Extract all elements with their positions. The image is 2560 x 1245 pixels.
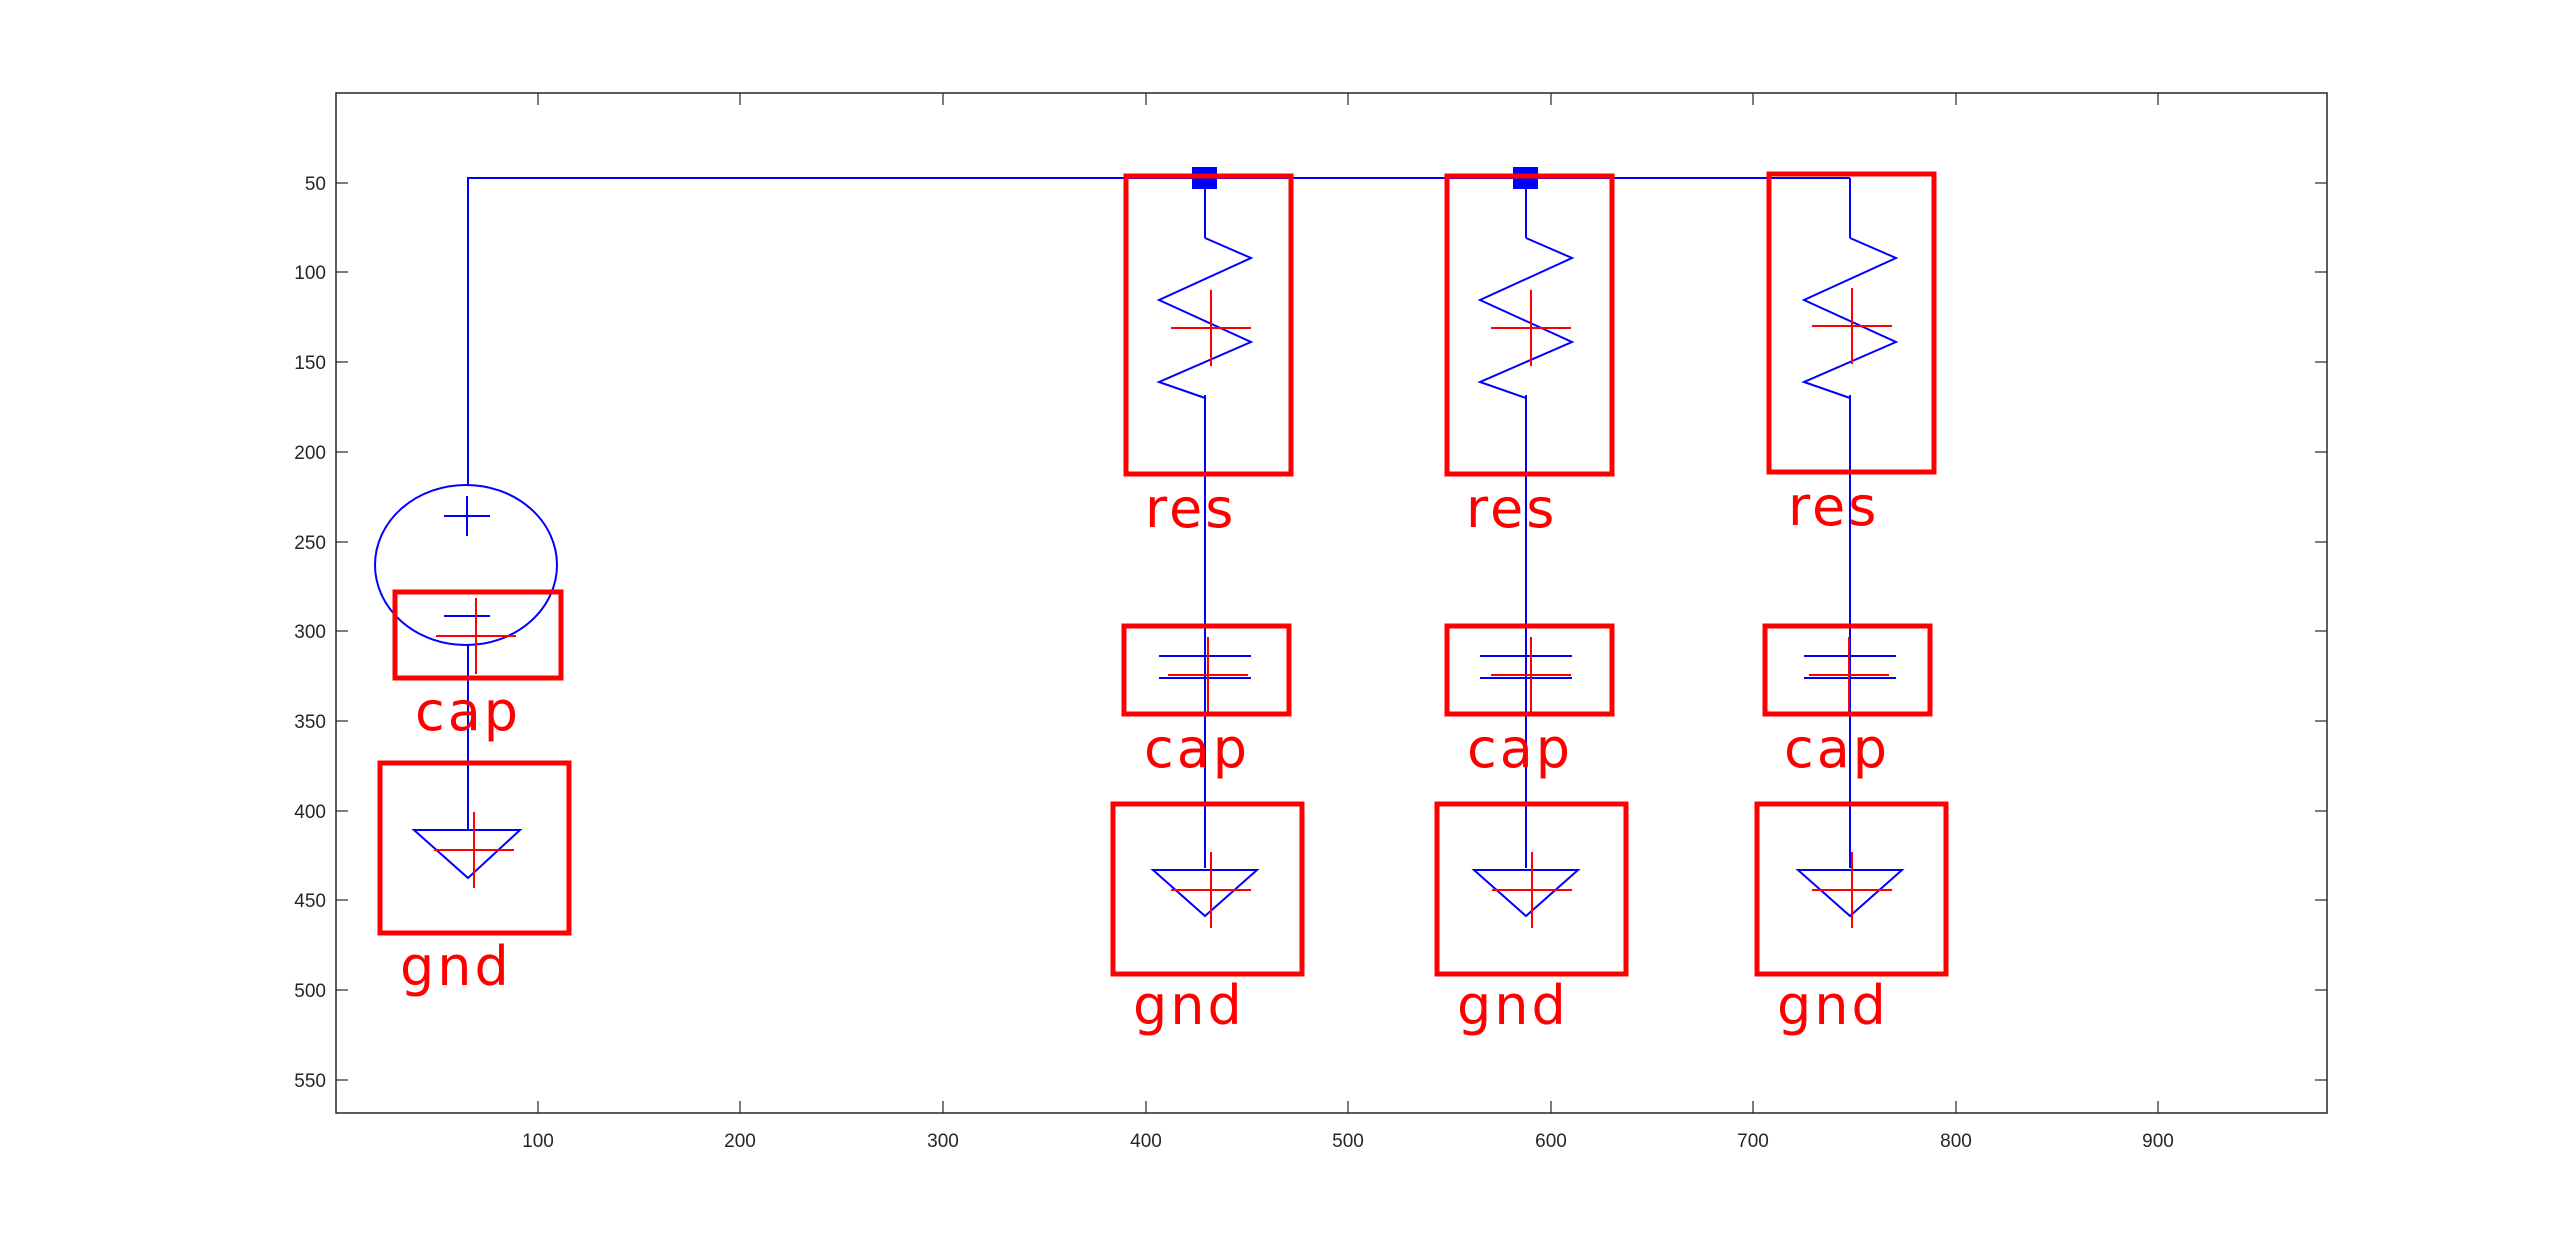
y-tick-label: 500	[294, 981, 326, 1002]
plot-frame	[335, 92, 2328, 1114]
detection-label-gnd: gnd	[1457, 974, 1569, 1037]
top-bus-wire	[467, 177, 1850, 485]
detection-label-gnd: gnd	[400, 935, 512, 998]
detections-layer: cap gnd res cap gnd res cap gnd res cap gnd	[377, 171, 1949, 1037]
y-tick-label: 200	[294, 443, 326, 464]
detection-label-res: res	[1466, 477, 1557, 540]
x-tick-label: 300	[927, 1131, 959, 1152]
x-tick-label: 900	[2142, 1131, 2174, 1152]
detection-label-res: res	[1145, 477, 1236, 540]
x-tick-label: 500	[1332, 1131, 1364, 1152]
resistor-zigzag	[1477, 237, 1575, 399]
x-tick-label: 700	[1737, 1131, 1769, 1152]
y-tick-label: 300	[294, 622, 326, 643]
y-tick-label: 50	[305, 174, 326, 195]
detection-box-gnd	[377, 760, 572, 936]
y-tick-label: 550	[294, 1071, 326, 1092]
detection-box-gnd	[1434, 801, 1629, 977]
x-tick-label: 600	[1535, 1131, 1567, 1152]
y-tick-label: 350	[294, 712, 326, 733]
y-axis: 50 100 150 200 250 300 350 400 450 500 550	[294, 174, 2327, 1092]
detection-label-res: res	[1788, 475, 1879, 538]
resistor-symbols	[1156, 237, 1899, 399]
x-tick-label: 800	[1940, 1131, 1972, 1152]
detection-box-cap	[392, 589, 564, 681]
detection-box-cap	[1444, 623, 1615, 717]
detection-box-cap	[1762, 623, 1933, 717]
ground-symbols	[411, 829, 1905, 918]
y-tick-label: 100	[294, 263, 326, 284]
resistor-zigzag	[1801, 237, 1899, 399]
detection-box-gnd	[1754, 801, 1949, 977]
detection-label-cap: cap	[1144, 717, 1250, 780]
detection-box-res	[1123, 173, 1294, 477]
x-tick-label: 100	[522, 1131, 554, 1152]
detection-label-gnd: gnd	[1133, 974, 1245, 1037]
detection-box-gnd	[1110, 801, 1305, 977]
detection-label-cap: cap	[1784, 717, 1890, 780]
voltage-source-symbol	[374, 484, 558, 646]
detection-label-gnd: gnd	[1777, 974, 1889, 1037]
y-tick-label: 250	[294, 533, 326, 554]
detection-box-res	[1766, 171, 1937, 475]
x-tick-label: 200	[724, 1131, 756, 1152]
detection-label-cap: cap	[1467, 717, 1573, 780]
detection-box-res	[1444, 173, 1615, 477]
detection-label-cap: cap	[415, 680, 521, 743]
detection-box-cap	[1121, 623, 1292, 717]
y-tick-label: 400	[294, 802, 326, 823]
y-tick-label: 450	[294, 891, 326, 912]
x-tick-label: 400	[1130, 1131, 1162, 1152]
x-axis: 100 200 300 400 500 600 700 800 900	[522, 93, 2174, 1152]
y-tick-label: 150	[294, 353, 326, 374]
resistor-zigzag	[1156, 237, 1254, 399]
